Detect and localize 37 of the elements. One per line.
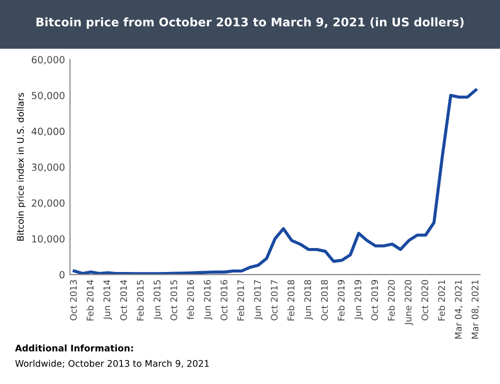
x-tick-label: Feb 2019: [338, 280, 345, 320]
x-tick-label: Jun 2014: [103, 280, 112, 320]
x-tick-label: Jun 2015: [154, 280, 162, 320]
x-tick-label: Mar 08, 2021: [472, 280, 480, 339]
y-tick-label: 10,000: [32, 235, 64, 244]
x-tick-label: Oct 2018: [320, 280, 328, 320]
y-tick-label: 30,000: [32, 164, 64, 172]
x-tick-label: Oct 2015: [170, 280, 178, 320]
x-tick-label: Feb 2015: [136, 280, 144, 320]
y-tick-label: 60,000: [32, 56, 64, 64]
x-tick-label: Oct 2019: [371, 280, 378, 320]
x-tick-label: Feb 2018: [287, 280, 294, 320]
x-tick-label: Feb 2021: [438, 280, 445, 320]
x-tick-label: Oct 2017: [270, 280, 278, 320]
x-tick-label: Jun 2018: [304, 280, 313, 320]
y-axis-title: Bitcoin price index in U.S. dollars: [16, 92, 26, 241]
x-tick-label: Oct 2013: [70, 280, 77, 320]
chart-title: Bitcoin price from October 2013 to March 9, 2021 (in US dollers): [36, 17, 464, 29]
y-tick-label: 0: [60, 271, 64, 278]
y-tick-label: 50,000: [32, 92, 64, 100]
x-tick-label: Feb 2020: [388, 280, 395, 320]
x-tick-label: Oct 2014: [120, 280, 128, 320]
x-tick-label: Jun 2016: [204, 280, 212, 320]
x-tick-label: feb 2016: [186, 280, 194, 320]
y-tick-label: 20,000: [32, 199, 64, 208]
text: Worldwide; October 2013 to March 9, 2021: [15, 360, 209, 368]
y-tick-label: 40,000: [32, 128, 64, 136]
x-tick-label: Oct 2020: [421, 280, 428, 320]
line-series: [72, 88, 478, 275]
x-tick-label: Jun 2019: [354, 280, 363, 320]
x-tick-label: Jun 2017: [254, 280, 263, 320]
x-tick-label: Oct 2016: [220, 280, 228, 320]
x-tick-label: June 2020: [404, 280, 414, 326]
x-tick-label: Feb 2014: [86, 280, 94, 320]
x-tick-label: Feb 2017: [237, 280, 244, 320]
x-tick-label: Mar 04, 2021: [454, 280, 463, 339]
text: Additional Information:: [15, 344, 133, 352]
